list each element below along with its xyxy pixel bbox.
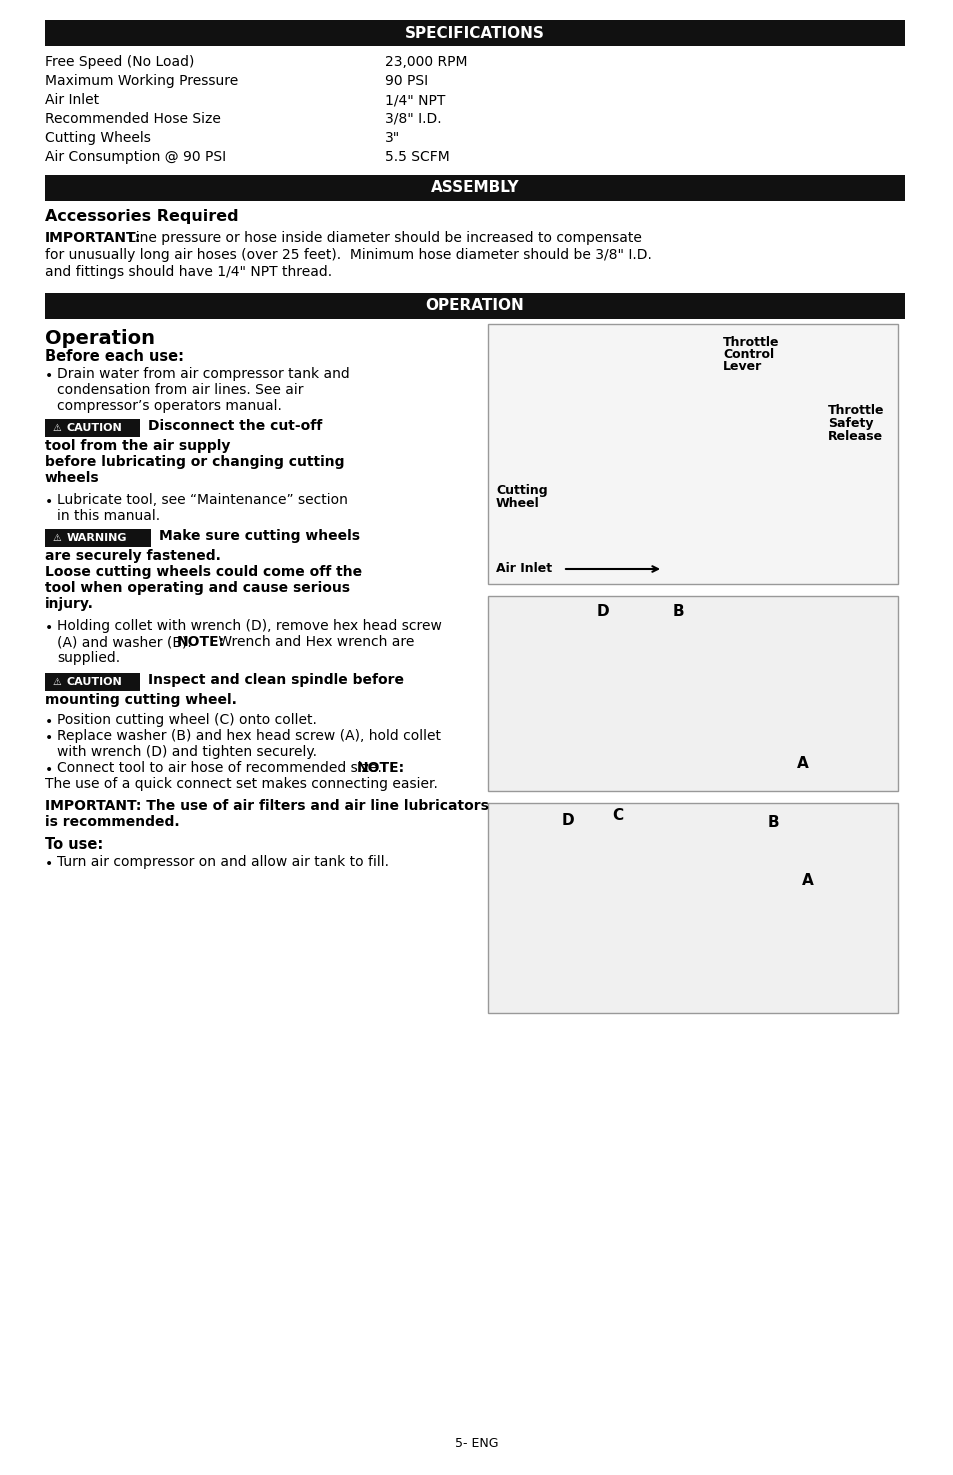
Text: Air Consumption @ 90 PSI: Air Consumption @ 90 PSI (45, 150, 226, 164)
Bar (45, 673, 140, 690)
Text: B: B (672, 603, 683, 620)
Text: 5.5 SCFM: 5.5 SCFM (385, 150, 449, 164)
Text: NOTE:: NOTE: (177, 636, 225, 649)
Text: Air Inlet: Air Inlet (496, 562, 552, 575)
Text: Position cutting wheel (C) onto collet.: Position cutting wheel (C) onto collet. (57, 712, 316, 727)
Text: is recommended.: is recommended. (45, 816, 179, 829)
Text: Cutting Wheels: Cutting Wheels (45, 131, 151, 145)
Text: WARNING: WARNING (67, 532, 128, 543)
Text: Lubricate tool, see “Maintenance” section: Lubricate tool, see “Maintenance” sectio… (57, 493, 348, 507)
Text: with wrench (D) and tighten securely.: with wrench (D) and tighten securely. (57, 745, 316, 760)
Text: Operation: Operation (45, 329, 154, 348)
Text: tool from the air supply: tool from the air supply (45, 440, 230, 453)
Text: Disconnect the cut-off: Disconnect the cut-off (148, 419, 322, 434)
Text: C: C (612, 808, 623, 823)
Text: NOTE:: NOTE: (356, 761, 405, 774)
Text: Connect tool to air hose of recommended size.: Connect tool to air hose of recommended … (57, 761, 386, 774)
Text: wheels: wheels (45, 471, 99, 485)
Text: Release: Release (827, 431, 882, 442)
Text: The use of a quick connect set makes connecting easier.: The use of a quick connect set makes con… (45, 777, 437, 791)
Text: Inspect and clean spindle before: Inspect and clean spindle before (148, 673, 403, 687)
Bar (45, 530, 151, 547)
Text: SPECIFICATIONS: SPECIFICATIONS (405, 25, 544, 40)
Text: before lubricating or changing cutting: before lubricating or changing cutting (45, 454, 344, 469)
Text: IMPORTANT: The use of air filters and air line lubricators: IMPORTANT: The use of air filters and ai… (45, 799, 488, 813)
Text: supplied.: supplied. (57, 650, 120, 665)
Text: Throttle: Throttle (827, 404, 883, 417)
Text: (A) and washer (B).: (A) and washer (B). (57, 636, 196, 649)
Text: IMPORTANT:: IMPORTANT: (45, 232, 141, 245)
Bar (488, 324, 897, 584)
Text: Cutting: Cutting (496, 484, 547, 497)
Text: for unusually long air hoses (over 25 feet).  Minimum hose diameter should be 3/: for unusually long air hoses (over 25 fe… (45, 248, 651, 263)
Text: Lever: Lever (722, 360, 761, 373)
Text: •: • (45, 496, 53, 509)
Text: Throttle: Throttle (722, 336, 779, 350)
Text: Accessories Required: Accessories Required (45, 209, 238, 224)
Text: tool when operating and cause serious: tool when operating and cause serious (45, 581, 350, 594)
Text: •: • (45, 621, 53, 636)
Bar (45, 21, 904, 46)
Text: and fittings should have 1/4" NPT thread.: and fittings should have 1/4" NPT thread… (45, 266, 332, 279)
Text: A: A (801, 873, 813, 888)
Text: 5- ENG: 5- ENG (455, 1437, 498, 1450)
Bar (45, 294, 904, 319)
Text: CAUTION: CAUTION (67, 677, 123, 687)
Text: Turn air compressor on and allow air tank to fill.: Turn air compressor on and allow air tan… (57, 855, 389, 869)
Text: in this manual.: in this manual. (57, 509, 160, 524)
Text: •: • (45, 857, 53, 872)
Text: ⚠: ⚠ (53, 532, 62, 543)
Text: Replace washer (B) and hex head screw (A), hold collet: Replace washer (B) and hex head screw (A… (57, 729, 440, 743)
Text: ⚠: ⚠ (53, 677, 62, 687)
Text: •: • (45, 715, 53, 729)
Text: Line pressure or hose inside diameter should be increased to compensate: Line pressure or hose inside diameter sh… (128, 232, 641, 245)
Text: Wrench and Hex wrench are: Wrench and Hex wrench are (213, 636, 414, 649)
Text: are securely fastened.: are securely fastened. (45, 549, 221, 563)
Text: Free Speed (No Load): Free Speed (No Load) (45, 55, 194, 69)
Text: A: A (797, 757, 808, 771)
Text: •: • (45, 732, 53, 745)
Text: Air Inlet: Air Inlet (45, 93, 99, 108)
Text: mounting cutting wheel.: mounting cutting wheel. (45, 693, 236, 707)
Bar (488, 802, 897, 1013)
Text: •: • (45, 369, 53, 384)
Text: ⚠: ⚠ (53, 423, 62, 434)
Text: compressor’s operators manual.: compressor’s operators manual. (57, 400, 281, 413)
Text: Wheel: Wheel (496, 497, 539, 510)
Text: Before each use:: Before each use: (45, 350, 184, 364)
Text: Holding collet with wrench (D), remove hex head screw: Holding collet with wrench (D), remove h… (57, 620, 441, 633)
Text: 90 PSI: 90 PSI (385, 74, 428, 88)
Text: •: • (45, 763, 53, 777)
Bar (45, 176, 904, 201)
Text: ASSEMBLY: ASSEMBLY (430, 180, 518, 196)
Text: OPERATION: OPERATION (425, 298, 524, 314)
Text: Recommended Hose Size: Recommended Hose Size (45, 112, 221, 125)
Text: 1/4" NPT: 1/4" NPT (385, 93, 445, 108)
Text: 3": 3" (385, 131, 400, 145)
Text: Make sure cutting wheels: Make sure cutting wheels (159, 530, 359, 543)
Bar (45, 419, 140, 437)
Text: Drain water from air compressor tank and: Drain water from air compressor tank and (57, 367, 350, 381)
Bar (488, 596, 897, 791)
Text: 23,000 RPM: 23,000 RPM (385, 55, 467, 69)
Text: condensation from air lines. See air: condensation from air lines. See air (57, 384, 303, 397)
Text: CAUTION: CAUTION (67, 423, 123, 434)
Text: Maximum Working Pressure: Maximum Working Pressure (45, 74, 238, 88)
Text: Loose cutting wheels could come off the: Loose cutting wheels could come off the (45, 565, 362, 580)
Text: D: D (561, 813, 574, 827)
Text: injury.: injury. (45, 597, 93, 611)
Text: D: D (596, 603, 609, 620)
Text: 3/8" I.D.: 3/8" I.D. (385, 112, 441, 125)
Text: B: B (766, 816, 778, 830)
Text: To use:: To use: (45, 836, 103, 853)
Text: Control: Control (722, 348, 773, 361)
Text: Safety: Safety (827, 417, 873, 431)
